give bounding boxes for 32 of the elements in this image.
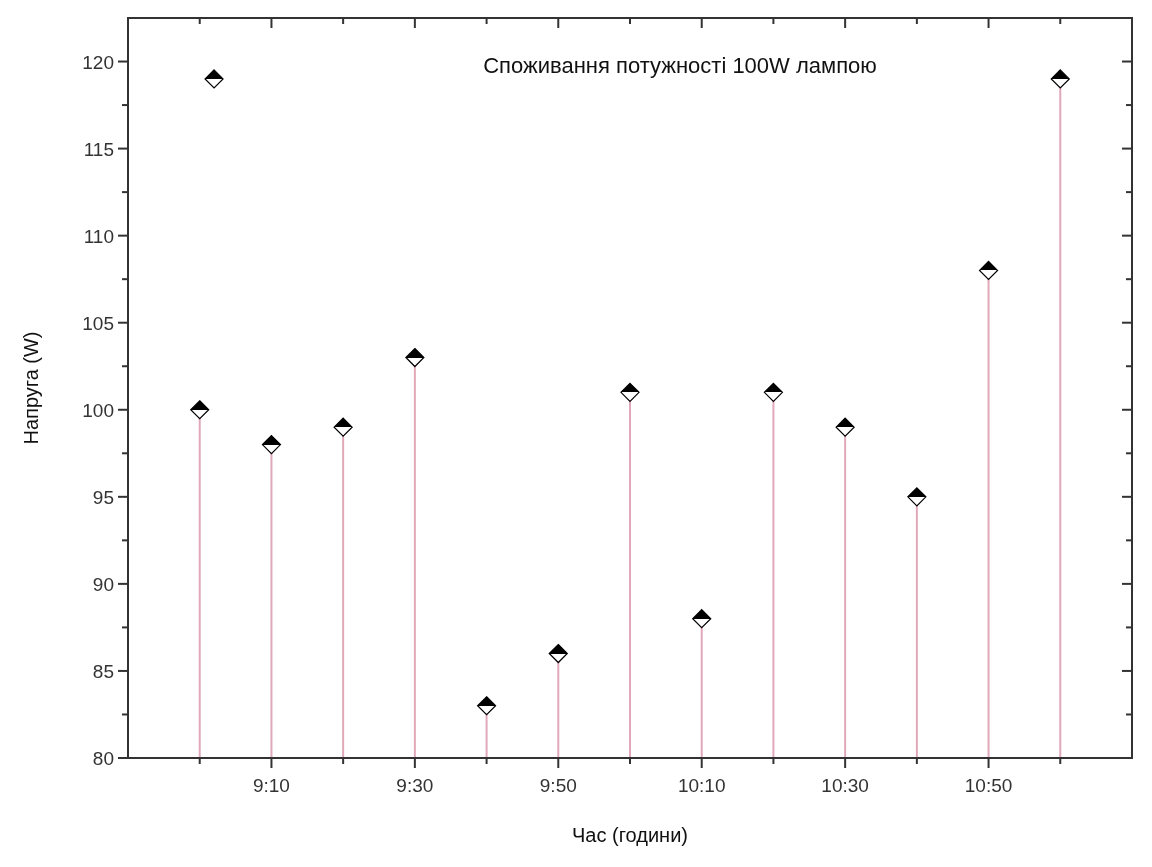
point [1050, 69, 1070, 89]
x-tick-label: 9:50 [539, 775, 577, 796]
x-tick-label: 9:30 [396, 775, 434, 796]
point [333, 417, 353, 437]
point [405, 347, 425, 368]
y-tick-label: 115 [83, 138, 114, 160]
point [476, 696, 497, 716]
y-tick-label: 120 [82, 51, 114, 73]
point [190, 400, 210, 420]
y-tick-label: 85 [92, 660, 114, 682]
y-tick-label: 80 [92, 748, 114, 769]
y-tick-label: 110 [83, 225, 114, 247]
point [692, 609, 712, 629]
point [261, 434, 282, 455]
x-axis-title: Час (години) [572, 824, 688, 846]
point [548, 643, 568, 664]
y-axis-title: Напруга (W) [20, 331, 42, 445]
x-tick-label: 10:50 [964, 775, 1013, 796]
point [835, 417, 855, 437]
y-tick-label: 95 [92, 486, 114, 508]
point [620, 382, 640, 402]
x-tick-label: 9:10 [252, 775, 290, 796]
y-tick-label: 90 [92, 573, 114, 595]
point [763, 382, 784, 402]
y-tick-label: 100 [82, 399, 114, 421]
x-tick-label: 10:30 [821, 775, 869, 796]
point [978, 260, 999, 281]
y-tick-label: 105 [82, 312, 114, 334]
point [204, 69, 224, 89]
text: Споживання потужності 100W лампою [483, 53, 877, 78]
x-tick-label: 10:10 [677, 775, 726, 796]
point [907, 487, 927, 507]
